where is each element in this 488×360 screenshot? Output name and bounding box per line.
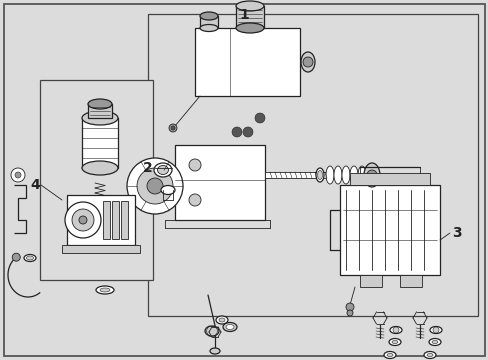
Bar — [264, 172, 329, 178]
Circle shape — [189, 159, 201, 171]
Ellipse shape — [389, 327, 401, 333]
Bar — [112, 201, 119, 239]
Ellipse shape — [219, 318, 224, 322]
Text: 1: 1 — [239, 8, 248, 22]
Ellipse shape — [236, 23, 264, 33]
Ellipse shape — [209, 348, 220, 354]
Ellipse shape — [200, 24, 218, 32]
Ellipse shape — [91, 221, 109, 229]
Circle shape — [65, 202, 101, 238]
Bar — [195, 28, 299, 96]
Ellipse shape — [223, 323, 237, 332]
Circle shape — [79, 216, 87, 224]
Ellipse shape — [96, 286, 114, 294]
Ellipse shape — [154, 163, 172, 177]
Circle shape — [12, 253, 20, 261]
Circle shape — [127, 158, 183, 214]
Bar — [121, 201, 128, 239]
Ellipse shape — [429, 327, 441, 333]
Circle shape — [243, 127, 252, 137]
Ellipse shape — [24, 255, 36, 261]
Ellipse shape — [301, 52, 314, 72]
Bar — [339, 185, 439, 275]
Bar — [236, 6, 264, 28]
Ellipse shape — [94, 223, 106, 227]
Circle shape — [189, 194, 201, 206]
Ellipse shape — [391, 341, 397, 343]
Ellipse shape — [225, 324, 234, 329]
Bar — [40, 80, 153, 280]
Ellipse shape — [204, 326, 219, 336]
Bar — [148, 14, 477, 316]
Ellipse shape — [88, 99, 112, 109]
Ellipse shape — [423, 351, 435, 359]
Ellipse shape — [82, 161, 118, 175]
Circle shape — [169, 124, 177, 132]
Circle shape — [147, 178, 163, 194]
Circle shape — [231, 127, 242, 137]
Ellipse shape — [341, 166, 349, 184]
Text: 4: 4 — [30, 178, 40, 192]
Circle shape — [392, 327, 398, 333]
Bar — [349, 173, 429, 185]
Bar — [62, 245, 140, 253]
Ellipse shape — [333, 166, 341, 184]
Bar — [175, 145, 264, 220]
Ellipse shape — [357, 166, 365, 184]
Bar — [200, 16, 218, 28]
Ellipse shape — [200, 12, 218, 20]
Ellipse shape — [383, 351, 395, 359]
Ellipse shape — [236, 1, 264, 11]
Ellipse shape — [349, 166, 357, 184]
Bar — [359, 275, 381, 287]
Ellipse shape — [100, 288, 110, 292]
Ellipse shape — [317, 171, 322, 180]
Ellipse shape — [428, 338, 440, 346]
Circle shape — [346, 303, 353, 311]
Ellipse shape — [82, 111, 118, 125]
Ellipse shape — [388, 338, 400, 346]
Bar — [399, 275, 421, 287]
Circle shape — [366, 170, 376, 180]
Ellipse shape — [26, 256, 34, 260]
Bar — [67, 195, 135, 245]
Ellipse shape — [426, 354, 432, 356]
Ellipse shape — [325, 166, 333, 184]
Circle shape — [171, 126, 175, 130]
Ellipse shape — [216, 316, 227, 324]
Bar — [82, 118, 118, 168]
Circle shape — [72, 209, 94, 231]
Circle shape — [346, 310, 352, 316]
Circle shape — [432, 327, 438, 333]
Ellipse shape — [386, 354, 392, 356]
Ellipse shape — [315, 168, 324, 182]
Circle shape — [137, 168, 173, 204]
Ellipse shape — [161, 185, 175, 194]
Ellipse shape — [157, 166, 168, 175]
Text: 3: 3 — [451, 226, 461, 240]
Bar — [88, 104, 112, 118]
Ellipse shape — [363, 163, 379, 187]
Circle shape — [15, 172, 21, 178]
Circle shape — [303, 57, 312, 67]
Text: 2: 2 — [143, 161, 153, 175]
Bar — [103, 201, 110, 239]
Ellipse shape — [431, 341, 437, 343]
Circle shape — [11, 168, 25, 182]
Circle shape — [254, 113, 264, 123]
